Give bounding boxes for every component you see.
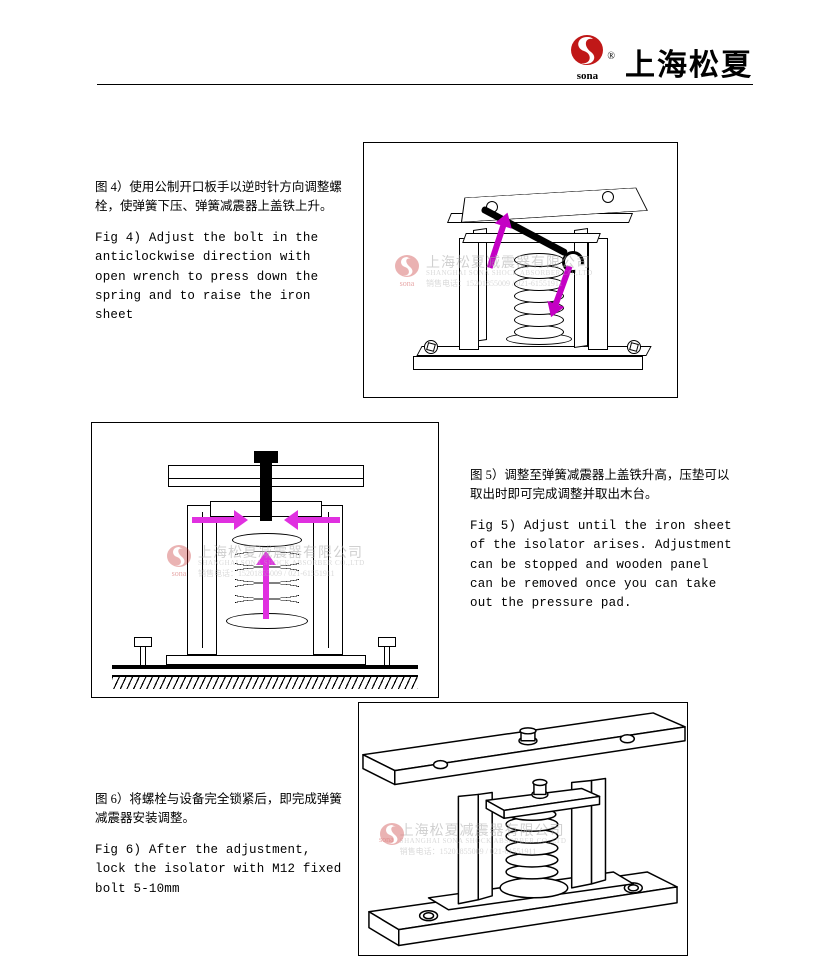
brand-en: sona [577, 70, 598, 82]
fig5-text: 图 5）调整至弹簧减震器上盖铁升高，压垫可以取出时即可完成调整并取出木台。 Fi… [470, 466, 732, 626]
fig5-en: Fig 5) Adjust until the iron sheet of th… [470, 517, 732, 614]
fig4-cn: 图 4）使用公制开口板手以逆时针方向调整螺栓，使弹簧下压、弹簧减震器上盖铁上升。 [95, 178, 347, 217]
fig5-diagram: sona 上海松夏减震器有限公司 SHANGHAI SONA SHOCK ABS… [91, 422, 439, 698]
brand-logo: sona [569, 34, 605, 82]
arrow-right-icon [192, 517, 236, 523]
fig6-cn: 图 6）将螺栓与设备完全锁紧后，即完成弹簧减震器安装调整。 [95, 790, 349, 829]
fig6-text: 图 6）将螺栓与设备完全锁紧后，即完成弹簧减震器安装调整。 Fig 6) Aft… [95, 790, 349, 911]
brand-block: sona ® 上海松夏 [569, 34, 753, 82]
fig4-en: Fig 4) Adjust the bolt in the anticlockw… [95, 229, 347, 326]
sona-logo-icon [569, 34, 605, 68]
fig4-diagram: sona 上海松夏减震器有限公司 SHANGHAI SONA SHOCK ABS… [363, 142, 678, 398]
fig6-diagram: sona 上海松夏减震器有限公司 SHANGHAI SONA SHOCK ABS… [358, 702, 688, 956]
arrow-left-icon [296, 517, 340, 523]
arrow-up-icon [487, 221, 508, 269]
brand-cn: 上海松夏 [625, 40, 753, 84]
fig6-en: Fig 6) After the adjustment, lock the is… [95, 841, 349, 899]
fig4-text: 图 4）使用公制开口板手以逆时针方向调整螺栓，使弹簧下压、弹簧减震器上盖铁上升。… [95, 178, 347, 338]
registered-mark: ® [607, 51, 615, 62]
fig5-cn: 图 5）调整至弹簧减震器上盖铁升高，压垫可以取出时即可完成调整并取出木台。 [470, 466, 732, 505]
arrow-up-icon [263, 563, 269, 619]
isolator-3d-icon [359, 703, 687, 955]
page-header: sona ® 上海松夏 [97, 30, 753, 85]
